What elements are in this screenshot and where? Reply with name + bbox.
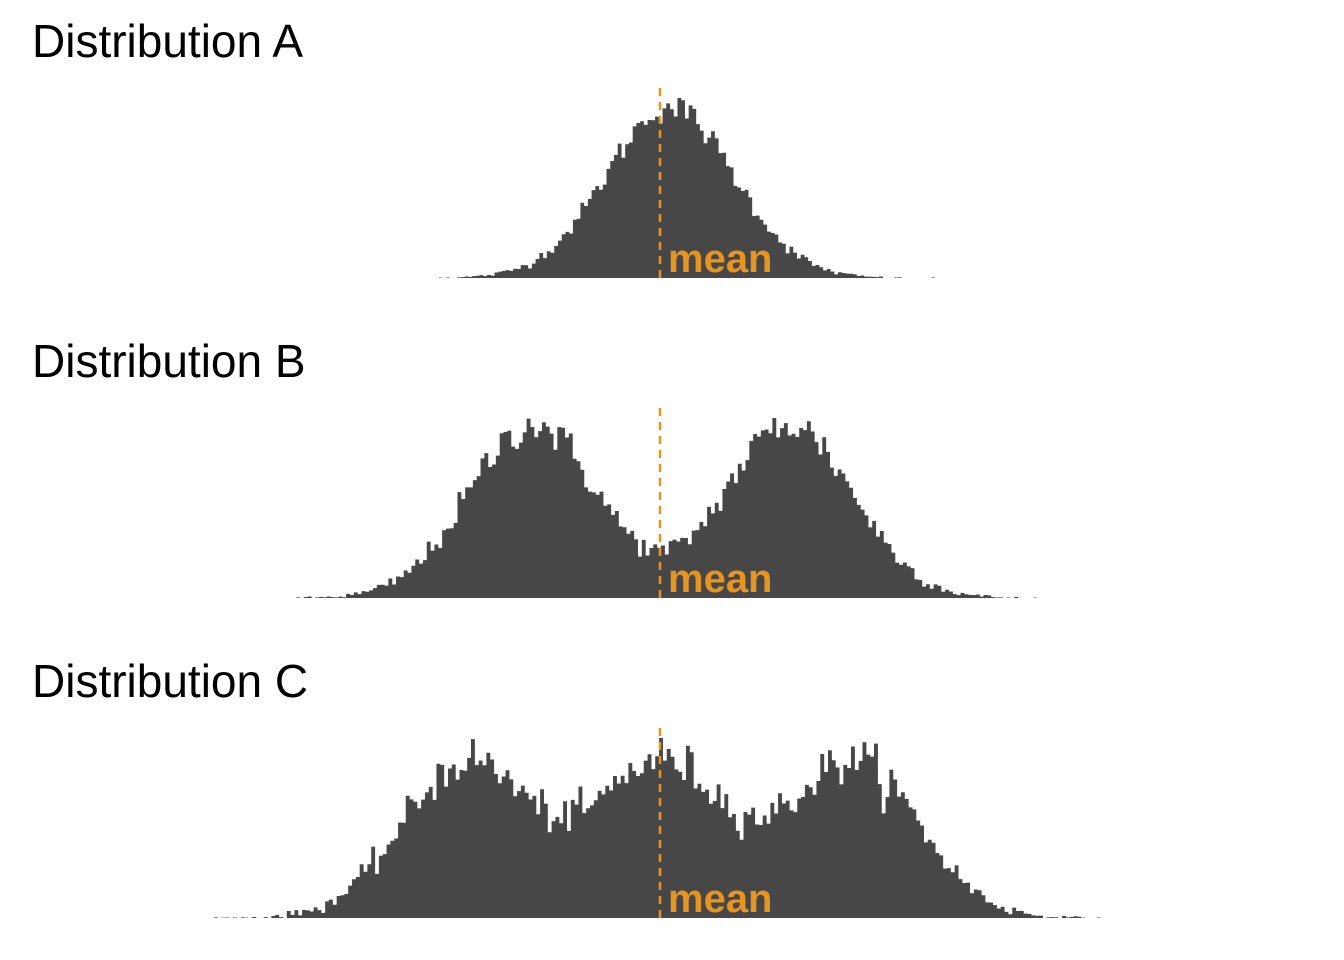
histogram-a [438, 98, 936, 278]
panel-title-c: Distribution C [32, 655, 309, 707]
mean-label-a: mean [668, 237, 773, 281]
panel-title-a: Distribution A [32, 15, 304, 67]
panel-title-b: Distribution B [32, 335, 306, 387]
histogram-bars [296, 418, 1038, 598]
mean-label-b: mean [668, 557, 773, 601]
histogram-bars [438, 98, 936, 278]
histogram-b [296, 418, 1038, 598]
mean-label-c: mean [668, 877, 773, 921]
histogram-c [213, 738, 1101, 918]
histogram-bars [213, 738, 1101, 918]
